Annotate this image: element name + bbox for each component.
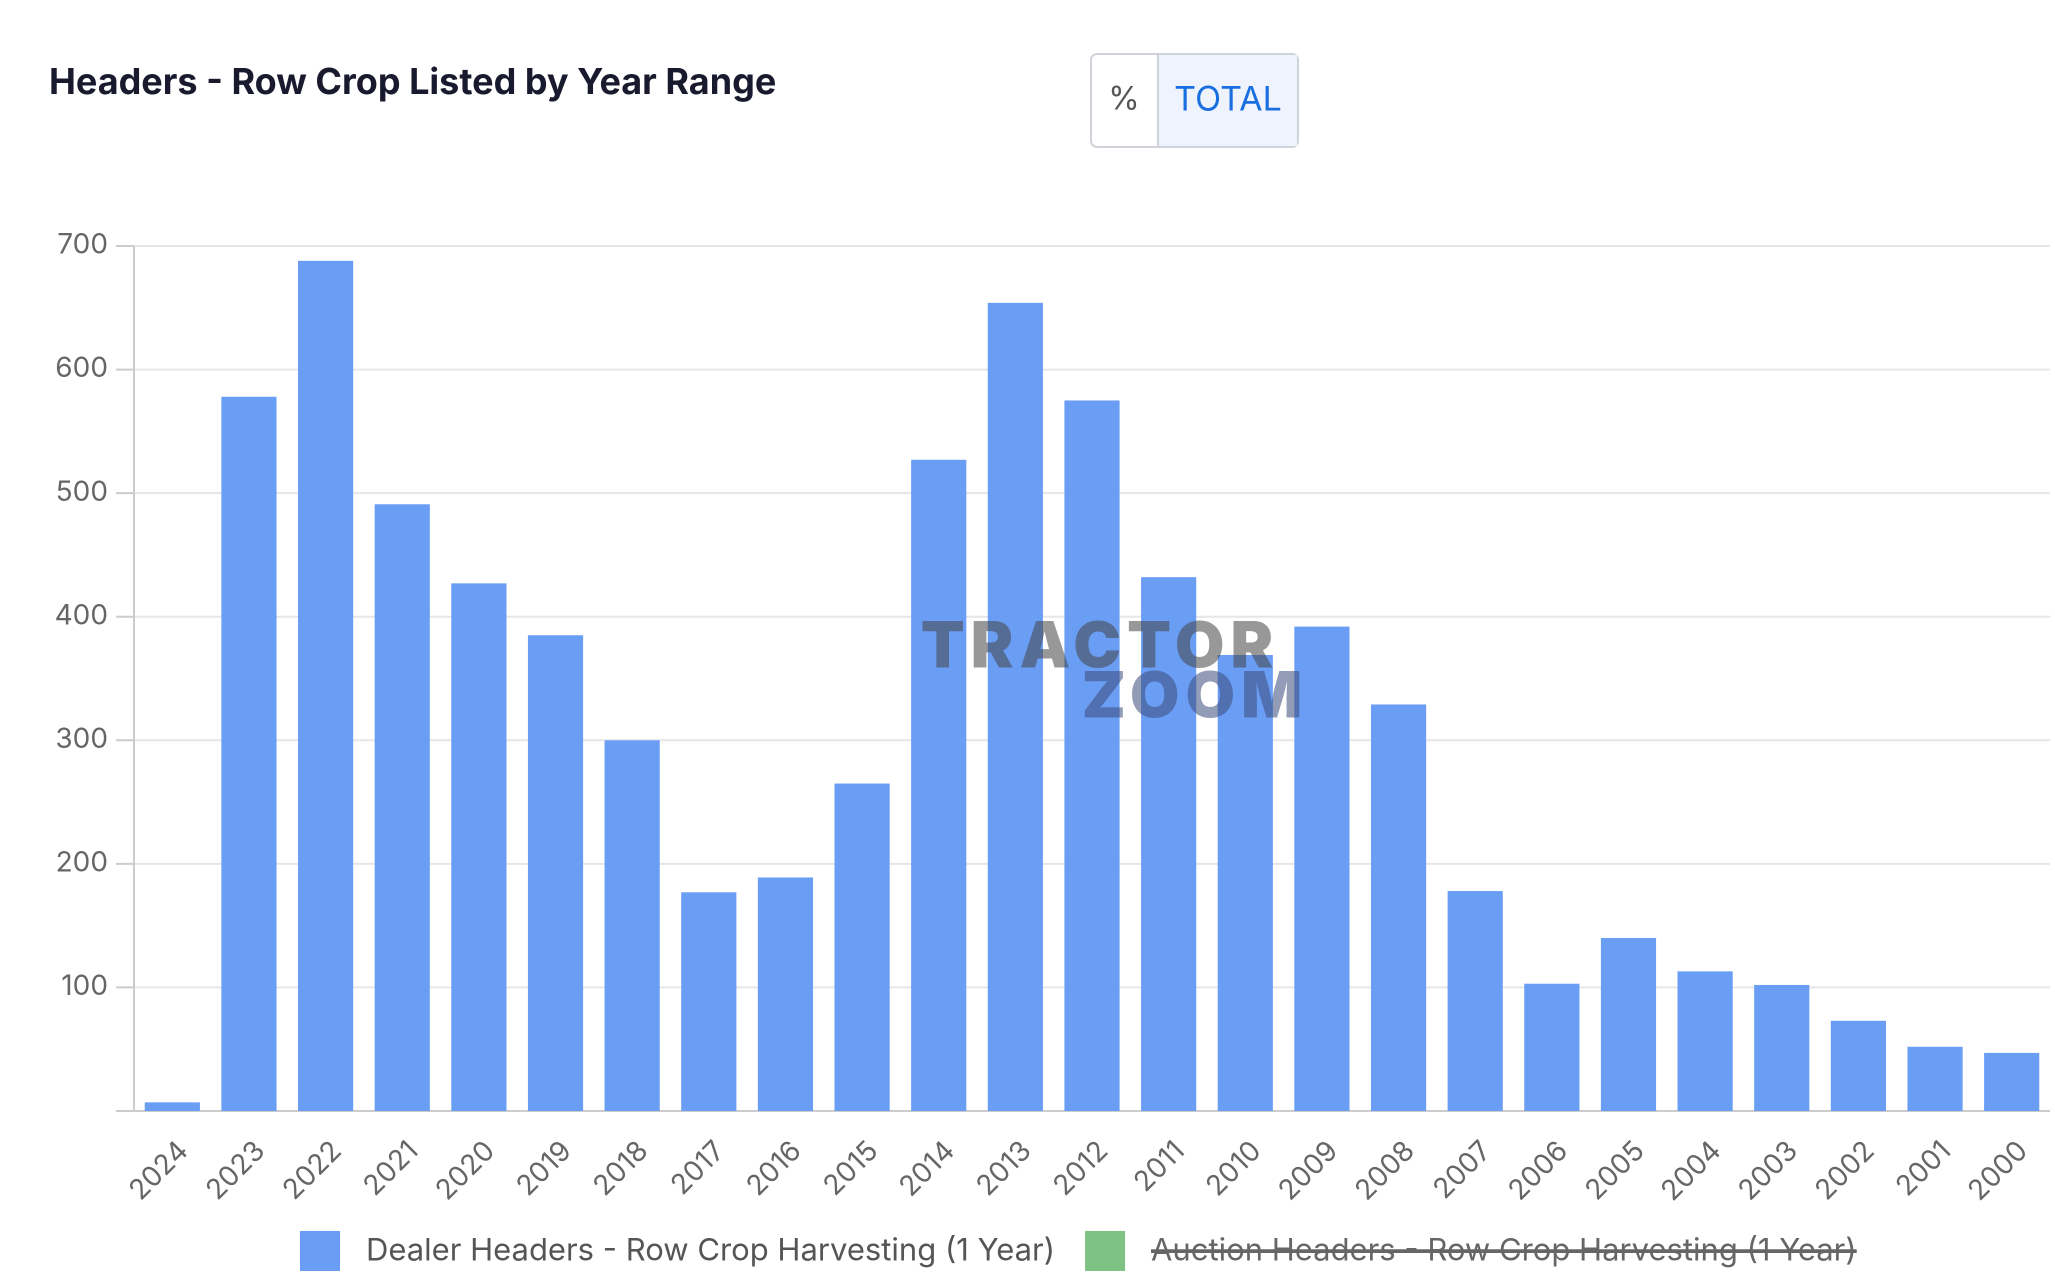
watermark: TRACTOR <box>921 606 1279 683</box>
bar <box>911 459 967 1111</box>
bar <box>1984 1052 2040 1111</box>
y-tick-label: 200 <box>56 844 108 878</box>
x-tick-label: 2003 <box>1731 1133 1804 1206</box>
legend-label: Dealer Headers - Row Crop Harvesting (1 … <box>366 1231 1055 1268</box>
bar <box>451 583 507 1111</box>
bar <box>757 877 814 1111</box>
bar <box>1447 891 1503 1111</box>
x-tick-label: 2023 <box>198 1133 271 1206</box>
x-tick-label: 2010 <box>1198 1133 1267 1202</box>
x-tick-label: 2008 <box>1348 1133 1421 1206</box>
watermark: ZOOM <box>1082 656 1309 733</box>
bar <box>1754 984 1810 1111</box>
legend-swatch <box>300 1231 340 1271</box>
toggle-percent[interactable]: % <box>1108 79 1139 118</box>
legend-swatch <box>1085 1231 1126 1271</box>
y-tick-label: 100 <box>61 968 108 1002</box>
bar <box>1524 983 1580 1111</box>
x-tick-label: 2021 <box>356 1133 425 1202</box>
bar <box>987 302 1043 1111</box>
bar <box>1830 1020 1886 1111</box>
bar <box>834 783 890 1111</box>
x-tick-label: 2013 <box>969 1133 1038 1202</box>
x-tick-label: 2011 <box>1126 1133 1191 1198</box>
chart-title: Headers - Row Crop Listed by Year Range <box>49 59 776 103</box>
y-tick-label: 700 <box>57 227 108 261</box>
y-tick-label: 400 <box>55 597 108 631</box>
bar <box>144 1102 200 1111</box>
legend-label: Auction Headers - Row Crop Harvesting (1… <box>1151 1231 1857 1268</box>
x-tick-label: 2017 <box>663 1133 731 1201</box>
bar <box>1907 1046 1963 1111</box>
bar <box>374 504 430 1111</box>
x-tick-label: 2000 <box>1960 1133 2034 1207</box>
x-tick-label: 2019 <box>509 1133 578 1202</box>
x-tick-label: 2024 <box>122 1133 195 1206</box>
x-tick-label: 2012 <box>1046 1133 1115 1202</box>
toggle-active-bg <box>1158 55 1297 146</box>
bar <box>1600 938 1657 1111</box>
x-tick-label: 2022 <box>275 1133 348 1206</box>
bar <box>1141 577 1197 1111</box>
x-tick-label: 2014 <box>892 1133 961 1202</box>
bar <box>604 740 660 1111</box>
x-tick-label: 2009 <box>1271 1133 1344 1206</box>
bar <box>221 396 277 1111</box>
x-tick-label: 2018 <box>586 1133 655 1202</box>
x-tick-label: 2002 <box>1808 1133 1881 1206</box>
x-tick-label: 2016 <box>739 1133 808 1202</box>
bar <box>298 260 354 1111</box>
bar <box>1294 626 1350 1111</box>
toggle-total[interactable]: TOTAL <box>1174 78 1282 119</box>
y-tick-label: 500 <box>56 474 108 508</box>
bar <box>1064 400 1120 1111</box>
x-tick-label: 2004 <box>1654 1133 1728 1207</box>
bar <box>1370 704 1427 1111</box>
x-tick-label: 2001 <box>1888 1133 1957 1202</box>
x-tick-label: 2006 <box>1501 1133 1574 1206</box>
x-tick-label: 2015 <box>816 1133 885 1202</box>
bar <box>681 892 737 1111</box>
y-tick-label: 300 <box>55 721 108 755</box>
x-tick-label: 2020 <box>428 1133 501 1206</box>
x-tick-label: 2007 <box>1426 1133 1498 1205</box>
bar <box>1217 655 1273 1111</box>
x-tick-label: 2005 <box>1578 1133 1651 1206</box>
bar <box>1677 971 1733 1111</box>
y-tick-label: 600 <box>55 350 108 384</box>
bar <box>527 635 584 1111</box>
